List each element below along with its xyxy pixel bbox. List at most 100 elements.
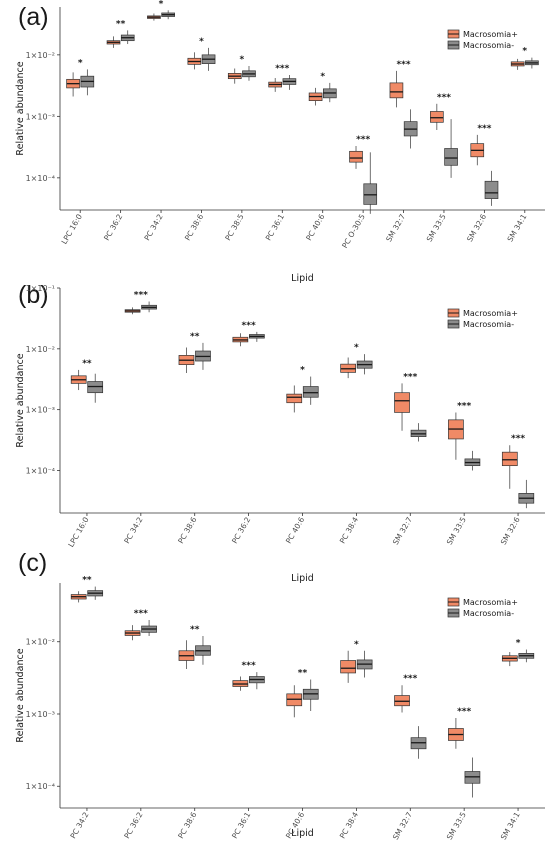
- significance-marker: ***: [242, 321, 256, 331]
- y-tick-label: 1×10⁻⁴: [26, 466, 55, 475]
- x-tick-label: PC 40:6: [304, 212, 326, 242]
- x-axis-title: Lipid: [291, 273, 314, 284]
- legend-label: Macrosomia+: [463, 30, 518, 39]
- y-tick-label: 1×10⁻²: [26, 638, 55, 647]
- significance-marker: **: [116, 19, 126, 29]
- box-iqr: [389, 82, 404, 99]
- legend: Macrosomia+ Macrosomia-: [447, 29, 518, 50]
- y-tick-label: 1×10⁻³: [26, 710, 55, 719]
- y-tick-label: 1×10⁻³: [26, 112, 55, 121]
- box-macrosomia-minus: [195, 636, 211, 665]
- x-tick-label: SM 34:1: [499, 810, 522, 841]
- box-macrosomia-minus: [282, 75, 297, 90]
- y-axis-title: Relative abundance: [15, 353, 26, 447]
- significance-marker: *: [516, 639, 521, 649]
- box-macrosomia-minus: [242, 65, 256, 81]
- significance-marker: *: [522, 47, 527, 57]
- legend: Macrosomia+ Macrosomia-: [447, 308, 518, 329]
- box-macrosomia-plus: [227, 68, 242, 84]
- x-tick-label: SM 34:1: [505, 212, 528, 243]
- box-macrosomia-minus: [410, 726, 427, 759]
- y-tick-label: 1×10⁻⁴: [26, 174, 55, 183]
- box-iqr: [286, 393, 303, 404]
- box-iqr: [302, 386, 319, 398]
- box-macrosomia-minus: [302, 376, 319, 405]
- significance-marker: ***: [403, 674, 417, 684]
- x-tick-label: PC 38:6: [176, 515, 198, 545]
- box-macrosomia-plus: [232, 676, 249, 691]
- significance-marker: ***: [396, 60, 410, 70]
- box-macrosomia-plus: [510, 58, 525, 70]
- box-macrosomia-minus: [464, 757, 481, 798]
- box-macrosomia-minus: [363, 152, 378, 214]
- box-macrosomia-plus: [286, 385, 303, 413]
- box-macrosomia-plus: [394, 383, 410, 431]
- box-iqr: [349, 150, 363, 163]
- x-tick-label: SM 32:6: [499, 515, 522, 546]
- significance-marker: **: [190, 625, 200, 635]
- box-macrosomia-minus: [464, 450, 481, 471]
- box-iqr: [484, 180, 499, 199]
- x-axis-title: Lipid: [291, 573, 314, 584]
- x-tick-label: PC 38:6: [176, 810, 198, 840]
- x-tick-label: PC 40:6: [284, 515, 306, 545]
- box-macrosomia-plus: [340, 650, 356, 683]
- significance-marker: *: [78, 58, 83, 68]
- box-macrosomia-minus: [141, 619, 157, 637]
- significance-marker: ***: [457, 401, 471, 411]
- box-macrosomia-minus: [356, 650, 373, 678]
- box-macrosomia-plus: [389, 70, 404, 108]
- significance-marker: ***: [403, 372, 417, 382]
- x-tick-label: LPC 16:0: [66, 515, 90, 548]
- box-macrosomia-minus: [80, 69, 95, 96]
- panel-label: (b): [18, 281, 49, 309]
- x-tick-label: SM 33:5: [445, 515, 468, 546]
- legend-label: Macrosomia+: [463, 309, 518, 318]
- box-macrosomia-minus: [525, 57, 539, 69]
- legend-label: Macrosomia-: [463, 41, 514, 50]
- box-macrosomia-plus: [187, 52, 202, 70]
- x-tick-label: SM 32:7: [384, 212, 407, 243]
- x-tick-label: PC 38:4: [338, 515, 360, 545]
- panel-label: (c): [18, 549, 47, 577]
- box-macrosomia-plus: [430, 103, 444, 130]
- legend-label: Macrosomia+: [463, 598, 518, 607]
- significance-marker: **: [190, 332, 200, 342]
- box-macrosomia-minus: [87, 586, 104, 600]
- box-macrosomia-minus: [302, 679, 319, 712]
- y-axis-title: Relative abundance: [15, 61, 26, 155]
- box-iqr: [394, 392, 410, 413]
- significance-marker: *: [159, 0, 164, 9]
- x-tick-label: PC 36:2: [102, 212, 124, 242]
- box-macrosomia-plus: [66, 72, 80, 97]
- box-macrosomia-plus: [448, 412, 464, 460]
- box-macrosomia-plus: [232, 333, 249, 347]
- box-macrosomia-minus: [249, 331, 265, 342]
- panel-label: (a): [18, 3, 49, 31]
- box-macrosomia-minus: [195, 342, 211, 370]
- x-tick-label: PC 36:2: [230, 515, 252, 545]
- legend-label: Macrosomia-: [463, 609, 514, 618]
- box-macrosomia-minus: [484, 170, 499, 206]
- x-tick-label: SM 33:5: [445, 810, 468, 841]
- panel-2: (b) 1×10⁻⁴ 1×10⁻³ 1×10⁻² 1×10⁻¹ Relative abun…: [15, 281, 545, 584]
- significance-marker: **: [298, 669, 308, 679]
- box-macrosomia-plus: [147, 13, 161, 21]
- significance-marker: ***: [134, 609, 148, 619]
- x-tick-label: SM 32:7: [391, 515, 414, 546]
- box-macrosomia-minus: [161, 10, 175, 20]
- box-iqr: [340, 660, 356, 674]
- significance-marker: ***: [242, 661, 256, 671]
- box-macrosomia-minus: [410, 423, 427, 442]
- x-tick-label: PC 34:2: [142, 212, 164, 242]
- box-macrosomia-minus: [323, 82, 337, 103]
- x-tick-label: PC 38:6: [183, 212, 205, 242]
- box-macrosomia-minus: [249, 672, 265, 690]
- x-tick-label: SM 32:7: [391, 810, 414, 841]
- box-macrosomia-minus: [120, 30, 135, 45]
- box-macrosomia-plus: [448, 718, 464, 749]
- y-tick-label: 1×10⁻²: [26, 51, 55, 60]
